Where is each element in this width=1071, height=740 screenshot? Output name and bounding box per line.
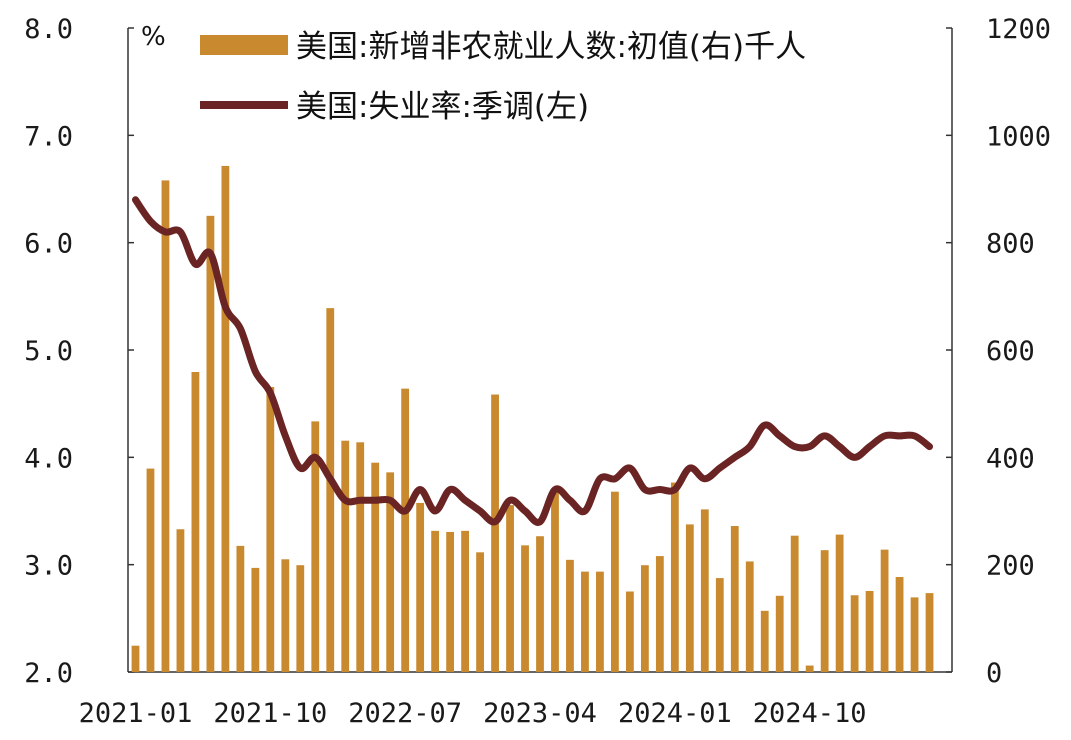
payrolls-bar — [670, 482, 679, 672]
payrolls-bar — [251, 567, 260, 672]
payrolls-bar — [521, 545, 529, 672]
payrolls-bar — [566, 559, 574, 672]
payrolls-bar — [715, 578, 724, 672]
payrolls-bar — [745, 561, 754, 672]
payrolls-bar — [431, 530, 440, 672]
x-tick-label: 2021-10 — [213, 698, 327, 729]
payrolls-bar — [341, 440, 350, 672]
payrolls-bar — [536, 536, 544, 672]
payrolls-bar — [805, 665, 814, 672]
x-tick-label: 2024-10 — [753, 698, 867, 729]
x-tick-label: 2024-01 — [618, 698, 732, 729]
right-tick-label: 1000 — [986, 121, 1051, 152]
payrolls-bar — [356, 442, 365, 672]
payrolls-bar — [820, 550, 829, 672]
left-tick-label: 5.0 — [24, 336, 73, 367]
payrolls-bar — [730, 526, 739, 672]
x-tick-label: 2021-01 — [79, 698, 193, 729]
payrolls-bar — [850, 595, 859, 672]
left-tick-label: 7.0 — [24, 121, 73, 152]
payrolls-bar — [685, 524, 694, 672]
payrolls-bar — [880, 549, 889, 672]
payrolls-bar — [835, 534, 844, 672]
payrolls-bar — [146, 468, 155, 672]
left-tick-label: 2.0 — [24, 658, 73, 689]
payrolls-bar — [401, 388, 410, 672]
payrolls-bar — [281, 559, 290, 672]
payrolls-bar — [386, 472, 395, 672]
right-tick-label: 200 — [986, 551, 1035, 582]
payrolls-bar — [790, 535, 799, 672]
right-tick-label: 1200 — [986, 14, 1051, 45]
x-axis-ticks: 2021-01 2021-10 2022-07 2023-04 2024-01 2024-… — [79, 666, 867, 729]
payrolls-bar — [296, 565, 305, 672]
payrolls-bar — [446, 531, 455, 672]
x-tick-label: 2023-04 — [483, 698, 597, 729]
unemployment-line — [131, 196, 934, 526]
payrolls-bar — [655, 556, 664, 672]
right-tick-label: 800 — [986, 229, 1035, 260]
payrolls-bar — [206, 215, 215, 673]
payrolls-bar — [506, 505, 514, 672]
payrolls-bar — [925, 593, 934, 672]
legend: 美国:新增非农就业人数:初值(右)千人 美国:失业率:季调(左) — [200, 29, 806, 125]
payrolls-bar — [640, 565, 649, 672]
payrolls-bar — [910, 597, 919, 672]
payrolls-bar — [895, 577, 904, 672]
payrolls-bar — [461, 530, 469, 672]
left-axis-unit: % — [141, 22, 166, 52]
payrolls-bar — [700, 509, 709, 672]
left-axis-ticks: 2.0 3.0 4.0 5.0 6.0 7.0 8.0 — [24, 14, 134, 689]
legend-label-bars: 美国:新增非农就业人数:初值(右)千人 — [296, 29, 806, 65]
payrolls-bar — [625, 591, 634, 672]
payrolls-bar — [161, 180, 170, 672]
payrolls-bar — [865, 590, 874, 672]
payrolls-bar — [596, 571, 604, 672]
payrolls-bar — [371, 462, 380, 672]
right-axis-ticks: 0 200 400 600 800 1000 1200 — [946, 14, 1051, 689]
payrolls-bar — [416, 502, 425, 672]
payrolls-bar — [581, 571, 589, 672]
payrolls-bar — [760, 610, 769, 672]
left-tick-label: 4.0 — [24, 443, 73, 474]
payrolls-bar — [311, 421, 320, 672]
payrolls-bar — [191, 372, 200, 672]
payrolls-bar — [611, 491, 619, 672]
payrolls-bar — [491, 394, 499, 672]
right-tick-label: 400 — [986, 443, 1035, 474]
payrolls-bars — [131, 165, 934, 673]
x-tick-label: 2022-07 — [348, 698, 462, 729]
payrolls-bar — [236, 545, 245, 672]
right-tick-label: 0 — [986, 658, 1002, 689]
payrolls-bar — [775, 595, 784, 672]
legend-label-line: 美国:失业率:季调(左) — [296, 89, 589, 125]
payrolls-bar — [221, 165, 230, 672]
left-tick-label: 6.0 — [24, 229, 73, 260]
unemployment-line-group — [131, 196, 934, 526]
left-tick-label: 8.0 — [24, 14, 73, 45]
legend-swatch-bars — [200, 35, 288, 55]
payrolls-bar — [176, 529, 185, 672]
payrolls-bar — [326, 308, 335, 672]
payrolls-bar — [476, 552, 484, 672]
payrolls-bar — [266, 387, 275, 672]
right-tick-label: 600 — [986, 336, 1035, 367]
payrolls-bar — [551, 490, 559, 672]
left-tick-label: 3.0 — [24, 551, 73, 582]
payrolls-bar — [131, 645, 140, 672]
